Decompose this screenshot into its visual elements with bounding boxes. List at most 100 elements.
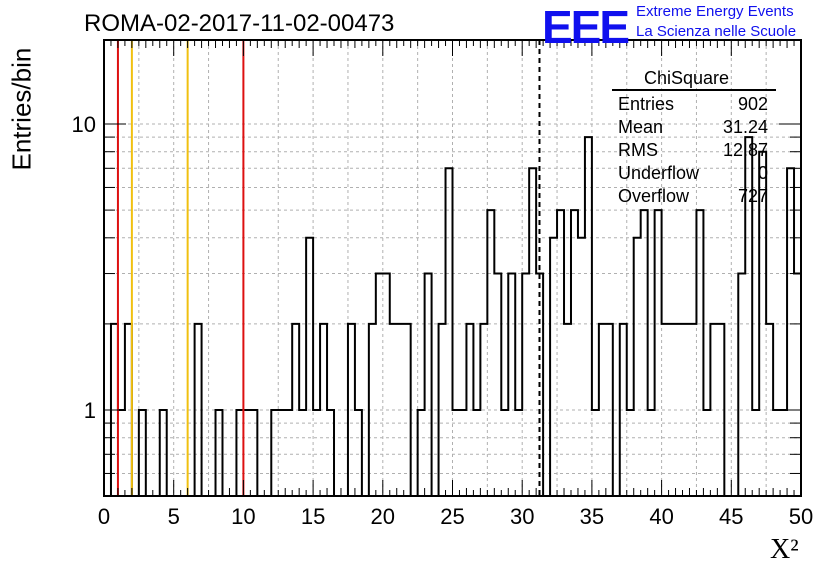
histogram-bin [446,168,453,496]
histogram-bin [439,324,446,496]
histogram-bin [320,324,327,496]
x-tick-label: 40 [649,504,673,529]
histogram-bin [794,274,801,496]
histogram-bin [655,210,662,496]
histogram-bin [683,324,690,496]
histogram-bin [139,410,146,496]
y-axis-label: Entries/bin [6,47,37,171]
histogram-bin [418,410,425,496]
stats-value-underflow: 0 [757,163,768,183]
histogram-bin [390,324,397,496]
histogram-bin [453,410,460,496]
histogram-bin [459,410,466,496]
histogram-bin [669,324,676,496]
histogram-bin [160,410,167,496]
histogram-bin [522,274,529,496]
histogram-bin [508,274,515,496]
x-tick-label: 30 [510,504,534,529]
logo-line-2: La Scienza nelle Scuole [636,23,797,40]
histogram-bin [557,210,564,496]
histogram-bin [578,238,585,496]
x-tick-label: 0 [98,504,110,529]
histogram-bin [487,210,494,496]
x-tick-label: 15 [301,504,325,529]
stats-label-rms: RMS [618,140,658,160]
histogram-bin [571,210,578,496]
x-tick-label: 10 [231,504,255,529]
stats-label-underflow: Underflow [618,163,700,183]
histogram-bin [564,324,571,496]
stats-value-entries: 902 [737,94,768,114]
histogram-bin [327,410,334,496]
stats-box-title: ChiSquare [644,68,730,88]
histogram-bin [250,410,257,496]
histogram-bin [118,410,125,496]
histogram-bin [299,410,306,496]
histogram-bin [620,324,627,496]
stats-value-mean: 31.24 [722,117,768,137]
histogram-bin [473,410,480,496]
histogram-bin [689,324,696,496]
stats-value-rms: 12.87 [722,140,768,160]
histogram-bin [515,410,522,496]
histogram-bin [662,324,669,496]
histogram-bin [599,324,606,496]
histogram-bin [703,410,710,496]
histogram-bin [195,324,202,496]
y-tick-label: 10 [72,112,96,137]
histogram-bin [606,324,613,496]
x-tick-label: 35 [580,504,604,529]
y-tick-label: 1 [84,398,96,423]
histogram-bin [648,410,655,496]
histogram-bin [313,410,320,496]
x-tick-label: 45 [719,504,743,529]
histogram-bin [501,410,508,496]
histogram-bin [494,274,501,496]
histogram-bin [466,324,473,496]
x-tick-label: 25 [440,504,464,529]
histogram-bin [216,410,223,496]
histogram-bin [592,410,599,496]
histogram-bin [787,168,794,496]
histogram-bin [348,324,355,496]
histogram-bin [355,410,362,496]
histogram-bin [676,324,683,496]
histogram-bin [376,274,383,496]
x-tick-label: 20 [371,504,395,529]
histogram-bin [627,410,634,496]
histogram-bin [306,238,313,496]
stats-label-entries: Entries [618,94,675,114]
histogram-bin [404,324,411,496]
histogram-bin [752,410,759,496]
histogram-bin [425,274,432,496]
histogram-bin [773,410,780,496]
histogram-bin [236,410,243,496]
histogram-bin [585,137,592,496]
histogram-bin [634,238,641,496]
histogram-bin [369,324,376,496]
histogram-bin [780,410,787,496]
stats-value-overflow: 727 [737,186,768,206]
histogram-bin [397,324,404,496]
histogram-bin [243,410,250,496]
eee-logo: EEE [542,1,630,53]
histogram-bin [641,210,648,496]
histogram-bin [278,410,285,496]
histogram-bin [738,274,745,496]
histogram-bin [550,238,557,496]
histogram-bin [529,168,536,496]
histogram-bin [710,324,717,496]
histogram-bin [271,410,278,496]
x-tick-label: 50 [789,504,813,529]
x-axis-label: X² [770,534,799,565]
histogram-bin [292,324,299,496]
x-tick-label: 5 [168,504,180,529]
histogram-bin [766,324,773,496]
histogram-bin [285,410,292,496]
stats-label-overflow: Overflow [618,186,690,206]
histogram-bin [480,324,487,496]
histogram-bin [696,210,703,496]
logo-line-1: Extreme Energy Events [636,3,794,20]
stats-label-mean: Mean [618,117,664,137]
